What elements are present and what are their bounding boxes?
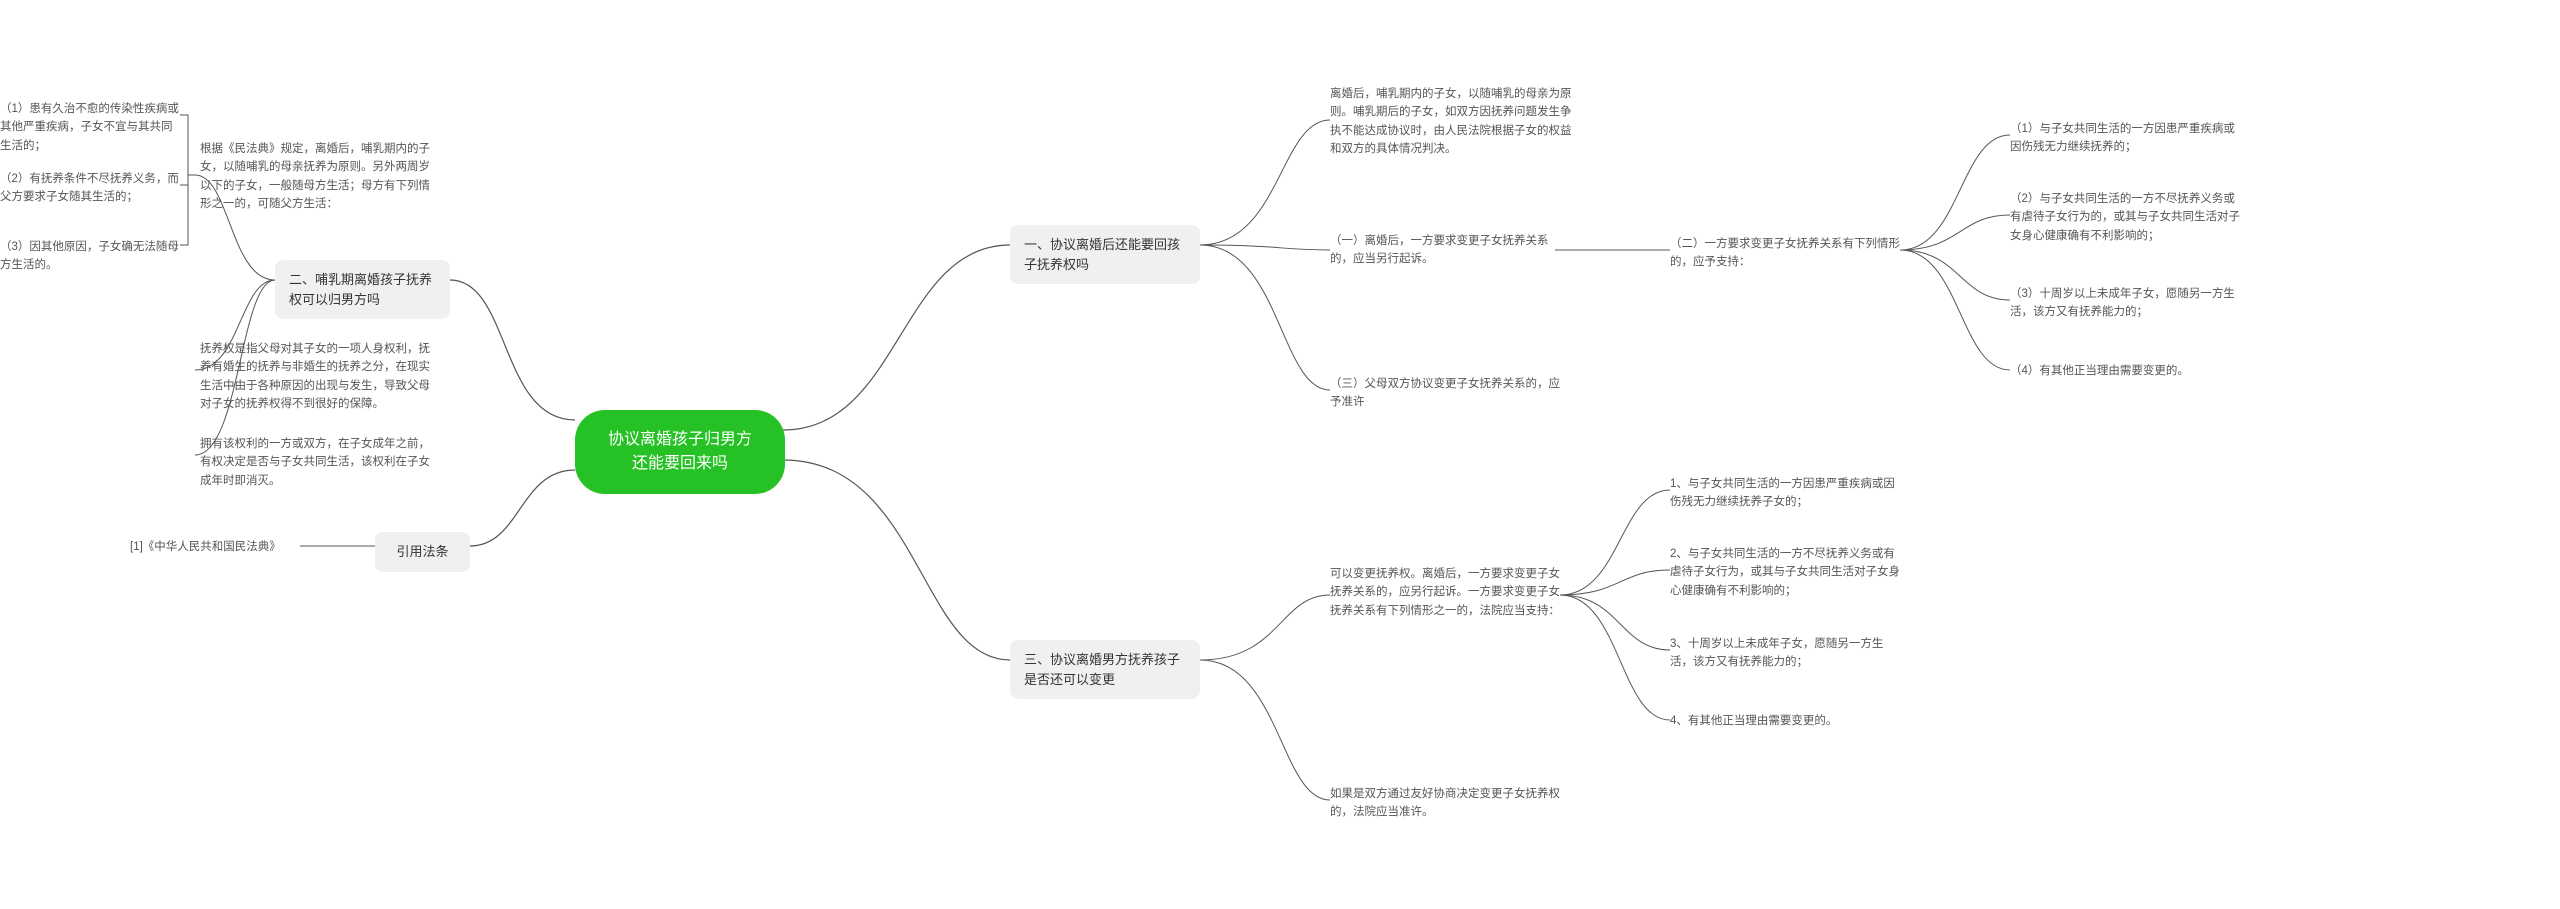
branch-3-title: 三、协议离婚男方抚养孩子是否还可以变更 bbox=[1024, 652, 1180, 687]
branch-1-title: 一、协议离婚后还能要回孩子抚养权吗 bbox=[1024, 237, 1180, 272]
b2-c1-i2: （2）有抚养条件不尽抚养义务，而父方要求子女随其生活的； bbox=[0, 170, 180, 207]
branch-1[interactable]: 一、协议离婚后还能要回孩子抚养权吗 bbox=[1010, 225, 1200, 284]
b4-c1: [1]《中华人民共和国民法典》 bbox=[130, 538, 281, 556]
b3-c1-i3: 3、十周岁以上未成年子女，愿随另一方生活，该方又有抚养能力的； bbox=[1670, 635, 1900, 672]
b1-c3: （三）父母双方协议变更子女抚养关系的，应予准许 bbox=[1330, 375, 1560, 412]
b1-c1: 离婚后，哺乳期内的子女，以随哺乳的母亲为原则。哺乳期后的子女，如双方因抚养问题发… bbox=[1330, 85, 1580, 159]
b1-s1-i4: （4）有其他正当理由需要变更的。 bbox=[2010, 362, 2189, 380]
branch-2[interactable]: 二、哺乳期离婚孩子抚养权可以归男方吗 bbox=[275, 260, 450, 319]
b2-c1: 根据《民法典》规定，离婚后，哺乳期内的子女，以随哺乳的母亲抚养为原则。另外两周岁… bbox=[200, 140, 430, 214]
b1-s1-i1: （1）与子女共同生活的一方因患严重疾病或因伤残无力继续抚养的； bbox=[2010, 120, 2240, 157]
b2-c2: 抚养权是指父母对其子女的一项人身权利，抚养有婚生的抚养与非婚生的抚养之分，在现实… bbox=[200, 340, 430, 414]
root-title: 协议离婚孩子归男方还能要回来吗 bbox=[608, 431, 752, 472]
b1-s1-i3: （3）十周岁以上未成年子女，愿随另一方生活，该方又有抚养能力的； bbox=[2010, 285, 2240, 322]
b3-c1-i2: 2、与子女共同生活的一方不尽抚养义务或有虐待子女行为，或其与子女共同生活对子女身… bbox=[1670, 545, 1900, 600]
b1-c2-s1: （二）一方要求变更子女抚养关系有下列情形的，应予支持： bbox=[1670, 235, 1900, 272]
root-node[interactable]: 协议离婚孩子归男方还能要回来吗 bbox=[575, 410, 785, 494]
b3-c1: 可以变更抚养权。离婚后，一方要求变更子女抚养关系的，应另行起诉。一方要求变更子女… bbox=[1330, 565, 1560, 620]
b1-c2: （一）离婚后，一方要求变更子女抚养关系的，应当另行起诉。 bbox=[1330, 232, 1555, 269]
b2-c3: 拥有该权利的一方或双方，在子女成年之前，有权决定是否与子女共同生活，该权利在子女… bbox=[200, 435, 430, 490]
b2-c1-i3: （3）因其他原因，子女确无法随母方生活的。 bbox=[0, 238, 190, 275]
b3-c1-i4: 4、有其他正当理由需要变更的。 bbox=[1670, 712, 1837, 730]
b2-c1-i1: （1）患有久治不愈的传染性疾病或其他严重疾病，子女不宜与其共同生活的； bbox=[0, 100, 180, 155]
b1-s1-i2: （2）与子女共同生活的一方不尽抚养义务或有虐待子女行为的，或其与子女共同生活对子… bbox=[2010, 190, 2240, 245]
branch-4-title: 引用法条 bbox=[396, 544, 448, 559]
b3-c2: 如果是双方通过友好协商决定变更子女抚养权的，法院应当准许。 bbox=[1330, 785, 1560, 822]
branch-3[interactable]: 三、协议离婚男方抚养孩子是否还可以变更 bbox=[1010, 640, 1200, 699]
b3-c1-i1: 1、与子女共同生活的一方因患严重疾病或因伤残无力继续抚养子女的； bbox=[1670, 475, 1900, 512]
branch-2-title: 二、哺乳期离婚孩子抚养权可以归男方吗 bbox=[289, 272, 432, 307]
branch-4[interactable]: 引用法条 bbox=[375, 532, 470, 572]
